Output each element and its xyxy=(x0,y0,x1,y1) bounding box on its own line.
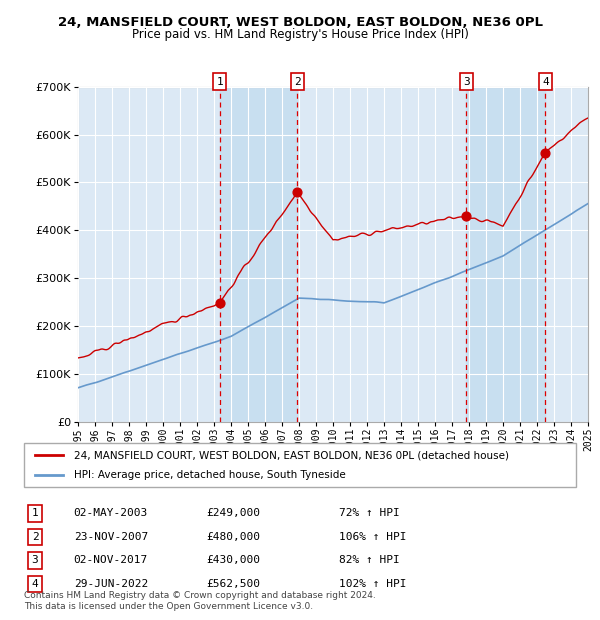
Text: 4: 4 xyxy=(32,579,38,589)
Text: 24, MANSFIELD COURT, WEST BOLDON, EAST BOLDON, NE36 0PL (detached house): 24, MANSFIELD COURT, WEST BOLDON, EAST B… xyxy=(74,451,509,461)
Point xyxy=(461,211,471,221)
Text: 3: 3 xyxy=(32,556,38,565)
Text: £562,500: £562,500 xyxy=(206,579,260,589)
Text: 72% ↑ HPI: 72% ↑ HPI xyxy=(338,508,400,518)
Text: 24, MANSFIELD COURT, WEST BOLDON, EAST BOLDON, NE36 0PL: 24, MANSFIELD COURT, WEST BOLDON, EAST B… xyxy=(58,16,542,29)
Text: 4: 4 xyxy=(542,77,549,87)
Text: 106% ↑ HPI: 106% ↑ HPI xyxy=(338,532,406,542)
Text: 2: 2 xyxy=(294,77,301,87)
Text: Price paid vs. HM Land Registry's House Price Index (HPI): Price paid vs. HM Land Registry's House … xyxy=(131,28,469,41)
Text: 02-NOV-2017: 02-NOV-2017 xyxy=(74,556,148,565)
Text: 82% ↑ HPI: 82% ↑ HPI xyxy=(338,556,400,565)
Text: 3: 3 xyxy=(463,77,470,87)
Text: 02-MAY-2003: 02-MAY-2003 xyxy=(74,508,148,518)
Text: £249,000: £249,000 xyxy=(206,508,260,518)
Text: 1: 1 xyxy=(217,77,223,87)
FancyBboxPatch shape xyxy=(24,443,576,487)
Text: 2: 2 xyxy=(32,532,38,542)
Text: Contains HM Land Registry data © Crown copyright and database right 2024.
This d: Contains HM Land Registry data © Crown c… xyxy=(24,591,376,611)
Point xyxy=(215,298,224,308)
Text: £430,000: £430,000 xyxy=(206,556,260,565)
Point xyxy=(541,148,550,157)
Text: 1: 1 xyxy=(32,508,38,518)
Text: £480,000: £480,000 xyxy=(206,532,260,542)
Text: 29-JUN-2022: 29-JUN-2022 xyxy=(74,579,148,589)
Text: 23-NOV-2007: 23-NOV-2007 xyxy=(74,532,148,542)
Text: HPI: Average price, detached house, South Tyneside: HPI: Average price, detached house, Sout… xyxy=(74,469,346,479)
Point xyxy=(293,187,302,197)
Text: 102% ↑ HPI: 102% ↑ HPI xyxy=(338,579,406,589)
Bar xyxy=(220,87,298,422)
Bar xyxy=(466,87,545,422)
